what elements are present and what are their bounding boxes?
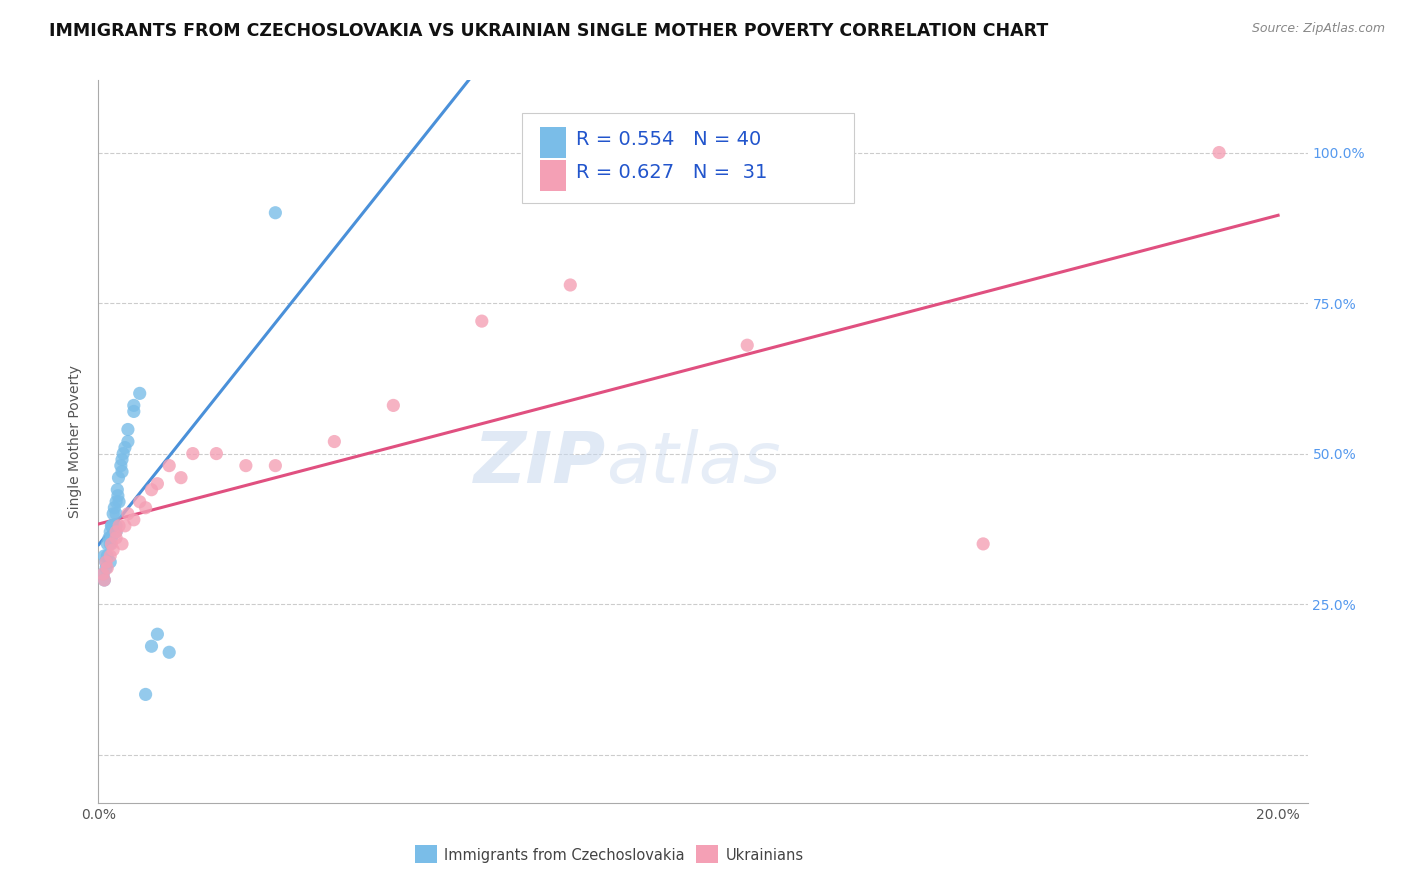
Point [264, 205, 287, 219]
Point [105, 507, 128, 521]
Point [111, 537, 134, 551]
Point [98, 537, 121, 551]
Point [111, 452, 134, 467]
Point [382, 398, 405, 412]
Point [146, 627, 169, 641]
Point [103, 500, 125, 515]
Text: ZIP: ZIP [474, 429, 606, 498]
Point [122, 398, 145, 412]
Text: atlas: atlas [606, 429, 780, 498]
Point [146, 476, 169, 491]
Point [264, 458, 287, 473]
Point [94, 555, 117, 569]
Text: Source: ZipAtlas.com: Source: ZipAtlas.com [1251, 22, 1385, 36]
Text: Immigrants from Czechoslovakia: Immigrants from Czechoslovakia [444, 848, 685, 863]
Point [111, 465, 134, 479]
Point [93, 573, 115, 587]
Point [101, 507, 124, 521]
Point [135, 500, 157, 515]
Point [117, 434, 139, 449]
Point [108, 494, 131, 508]
FancyBboxPatch shape [522, 112, 855, 203]
Point [972, 537, 994, 551]
Bar [540, 128, 567, 158]
Point [96, 537, 118, 551]
Point [157, 645, 180, 659]
Point [122, 404, 145, 418]
Point [117, 507, 139, 521]
Text: IMMIGRANTS FROM CZECHOSLOVAKIA VS UKRAINIAN SINGLE MOTHER POVERTY CORRELATION CH: IMMIGRANTS FROM CZECHOSLOVAKIA VS UKRAIN… [49, 22, 1049, 40]
Point [91, 567, 114, 582]
Point [100, 531, 122, 545]
Point [93, 573, 115, 587]
Point [101, 519, 124, 533]
Point [114, 519, 136, 533]
Text: R = 0.627   N =  31: R = 0.627 N = 31 [576, 163, 768, 182]
Point [141, 639, 163, 653]
Point [105, 524, 128, 539]
Point [98, 524, 121, 539]
Point [735, 338, 758, 352]
Point [100, 537, 122, 551]
Point [98, 555, 121, 569]
Text: Ukrainians: Ukrainians [725, 848, 804, 863]
Bar [540, 161, 567, 191]
Point [93, 549, 115, 563]
Point [135, 687, 157, 701]
Point [114, 441, 136, 455]
Point [105, 524, 128, 539]
Text: R = 0.554   N = 40: R = 0.554 N = 40 [576, 130, 761, 149]
Point [96, 549, 118, 563]
Point [235, 458, 257, 473]
Point [117, 423, 139, 437]
Point [107, 489, 129, 503]
Point [560, 277, 582, 292]
Point [107, 471, 129, 485]
Point [170, 471, 193, 485]
Point [128, 494, 150, 508]
Point [98, 549, 121, 563]
Point [105, 494, 128, 508]
Point [157, 458, 180, 473]
Point [128, 386, 150, 401]
Point [105, 531, 128, 545]
Y-axis label: Single Mother Poverty: Single Mother Poverty [69, 365, 83, 518]
Point [94, 561, 117, 575]
Point [98, 531, 121, 545]
Point [110, 458, 132, 473]
Point [101, 519, 124, 533]
Point [323, 434, 346, 449]
Point [122, 513, 145, 527]
Point [181, 446, 204, 460]
Point [205, 446, 228, 460]
Point [91, 567, 114, 582]
Point [94, 555, 117, 569]
Point [141, 483, 163, 497]
Point [105, 483, 128, 497]
Point [100, 519, 122, 533]
Point [471, 314, 494, 328]
Point [108, 519, 131, 533]
Point [101, 542, 124, 557]
Point [96, 561, 118, 575]
Point [1208, 145, 1230, 160]
Point [112, 446, 135, 460]
Point [105, 519, 128, 533]
